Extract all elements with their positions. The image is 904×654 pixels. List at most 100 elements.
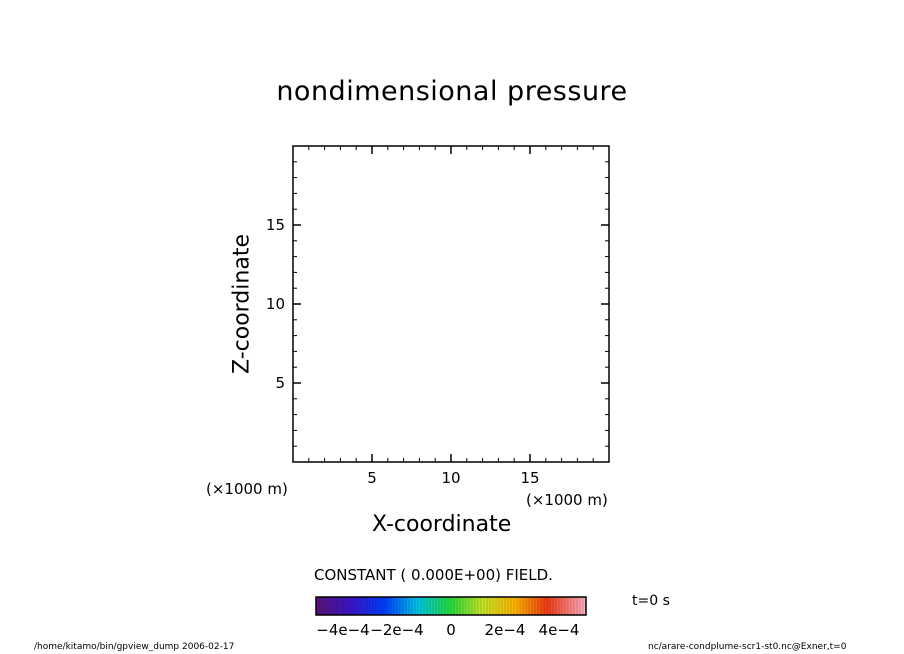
colorbar-strip [469, 597, 473, 615]
colorbar-strip [409, 597, 413, 615]
colorbar-tick-label: 4e−4 [539, 621, 580, 639]
colorbar-strip [442, 597, 446, 615]
colorbar-strip [493, 597, 497, 615]
x-tick-label: 5 [367, 469, 377, 487]
colorbar-strip [466, 597, 470, 615]
colorbar-strip [460, 597, 464, 615]
colorbar-strip [418, 597, 422, 615]
colorbar-strip [577, 597, 581, 615]
colorbar-tick-label: −2e−4 [370, 621, 423, 639]
colorbar-strip [349, 597, 353, 615]
colorbar-strip [406, 597, 410, 615]
constant-field-note: CONSTANT ( 0.000E+00) FIELD. [314, 566, 553, 584]
colorbar-strip [397, 597, 401, 615]
colorbar-strip [544, 597, 548, 615]
colorbar-strip [550, 597, 554, 615]
colorbar-strip [484, 597, 488, 615]
colorbar-strip [319, 597, 323, 615]
colorbar-strip [388, 597, 392, 615]
colorbar-tick-label: 0 [446, 621, 456, 639]
colorbar-strip [373, 597, 377, 615]
colorbar-strip [583, 597, 587, 615]
colorbar-strip [385, 597, 389, 615]
colorbar-strip [421, 597, 425, 615]
colorbar-strip [358, 597, 362, 615]
colorbar-strip [508, 597, 512, 615]
time-label: t=0 s [632, 593, 670, 609]
colorbar-strip [514, 597, 518, 615]
colorbar-strip [331, 597, 335, 615]
chart-title: nondimensional pressure [276, 76, 628, 107]
colorbar-strip [328, 597, 332, 615]
colorbar-strip [547, 597, 551, 615]
x-axis-unit-right: (×1000 m) [526, 491, 608, 509]
colorbar-strip [499, 597, 503, 615]
colorbar-strip [325, 597, 329, 615]
plot-frame [292, 145, 610, 463]
colorbar-strip [364, 597, 368, 615]
colorbar-strip [376, 597, 380, 615]
colorbar-strip [379, 597, 383, 615]
colorbar-strip [361, 597, 365, 615]
y-tick-label: 15 [266, 216, 285, 234]
colorbar-strip [412, 597, 416, 615]
colorbar-strip [355, 597, 359, 615]
colorbar-strip [367, 597, 371, 615]
colorbar-strip [472, 597, 476, 615]
colorbar-strip [403, 597, 407, 615]
colorbar-strip [505, 597, 509, 615]
colorbar-strip [391, 597, 395, 615]
colorbar-strip [535, 597, 539, 615]
colorbar-strip [334, 597, 338, 615]
colorbar-strip [445, 597, 449, 615]
colorbar-strip [568, 597, 572, 615]
x-axis-label: X-coordinate [372, 512, 512, 537]
colorbar-strip [457, 597, 461, 615]
colorbar-strip [352, 597, 356, 615]
colorbar-strip [430, 597, 434, 615]
colorbar-strip [439, 597, 443, 615]
footer-left: /home/kitamo/bin/gpview_dump 2006-02-17 [34, 642, 235, 652]
colorbar-strip [346, 597, 350, 615]
colorbar-strip [433, 597, 437, 615]
colorbar-strip [337, 597, 341, 615]
colorbar-strip [556, 597, 560, 615]
colorbar-strip [448, 597, 452, 615]
y-axis-label: Z-coordinate [229, 234, 255, 374]
colorbar-strip [382, 597, 386, 615]
colorbar-strip [496, 597, 500, 615]
colorbar-strip [529, 597, 533, 615]
colorbar-strip [400, 597, 404, 615]
colorbar-strip [553, 597, 557, 615]
colorbar-strip [394, 597, 398, 615]
colorbar-strip [316, 597, 320, 615]
colorbar-strip [424, 597, 428, 615]
colorbar-strip [370, 597, 374, 615]
y-tick-label: 10 [266, 295, 285, 313]
colorbar-strip [559, 597, 563, 615]
colorbar-strip [478, 597, 482, 615]
colorbar-strip [454, 597, 458, 615]
colorbar-strip [532, 597, 536, 615]
colorbar-strip [487, 597, 491, 615]
colorbar-strip [415, 597, 419, 615]
colorbar-frame [315, 596, 587, 616]
colorbar-strip [343, 597, 347, 615]
colorbar-strip [565, 597, 569, 615]
colorbar-strip [463, 597, 467, 615]
colorbar-tick-label: 2e−4 [485, 621, 526, 639]
colorbar-strip [451, 597, 455, 615]
colorbar-strip [541, 597, 545, 615]
colorbar-strip [502, 597, 506, 615]
colorbar-strip [490, 597, 494, 615]
colorbar-strip [520, 597, 524, 615]
colorbar-strip [340, 597, 344, 615]
colorbar-strip [580, 597, 584, 615]
colorbar-strip [571, 597, 575, 615]
colorbar-strip [523, 597, 527, 615]
colorbar-strip [481, 597, 485, 615]
colorbar-strip [436, 597, 440, 615]
x-tick-label: 10 [441, 469, 460, 487]
colorbar-strip [574, 597, 578, 615]
